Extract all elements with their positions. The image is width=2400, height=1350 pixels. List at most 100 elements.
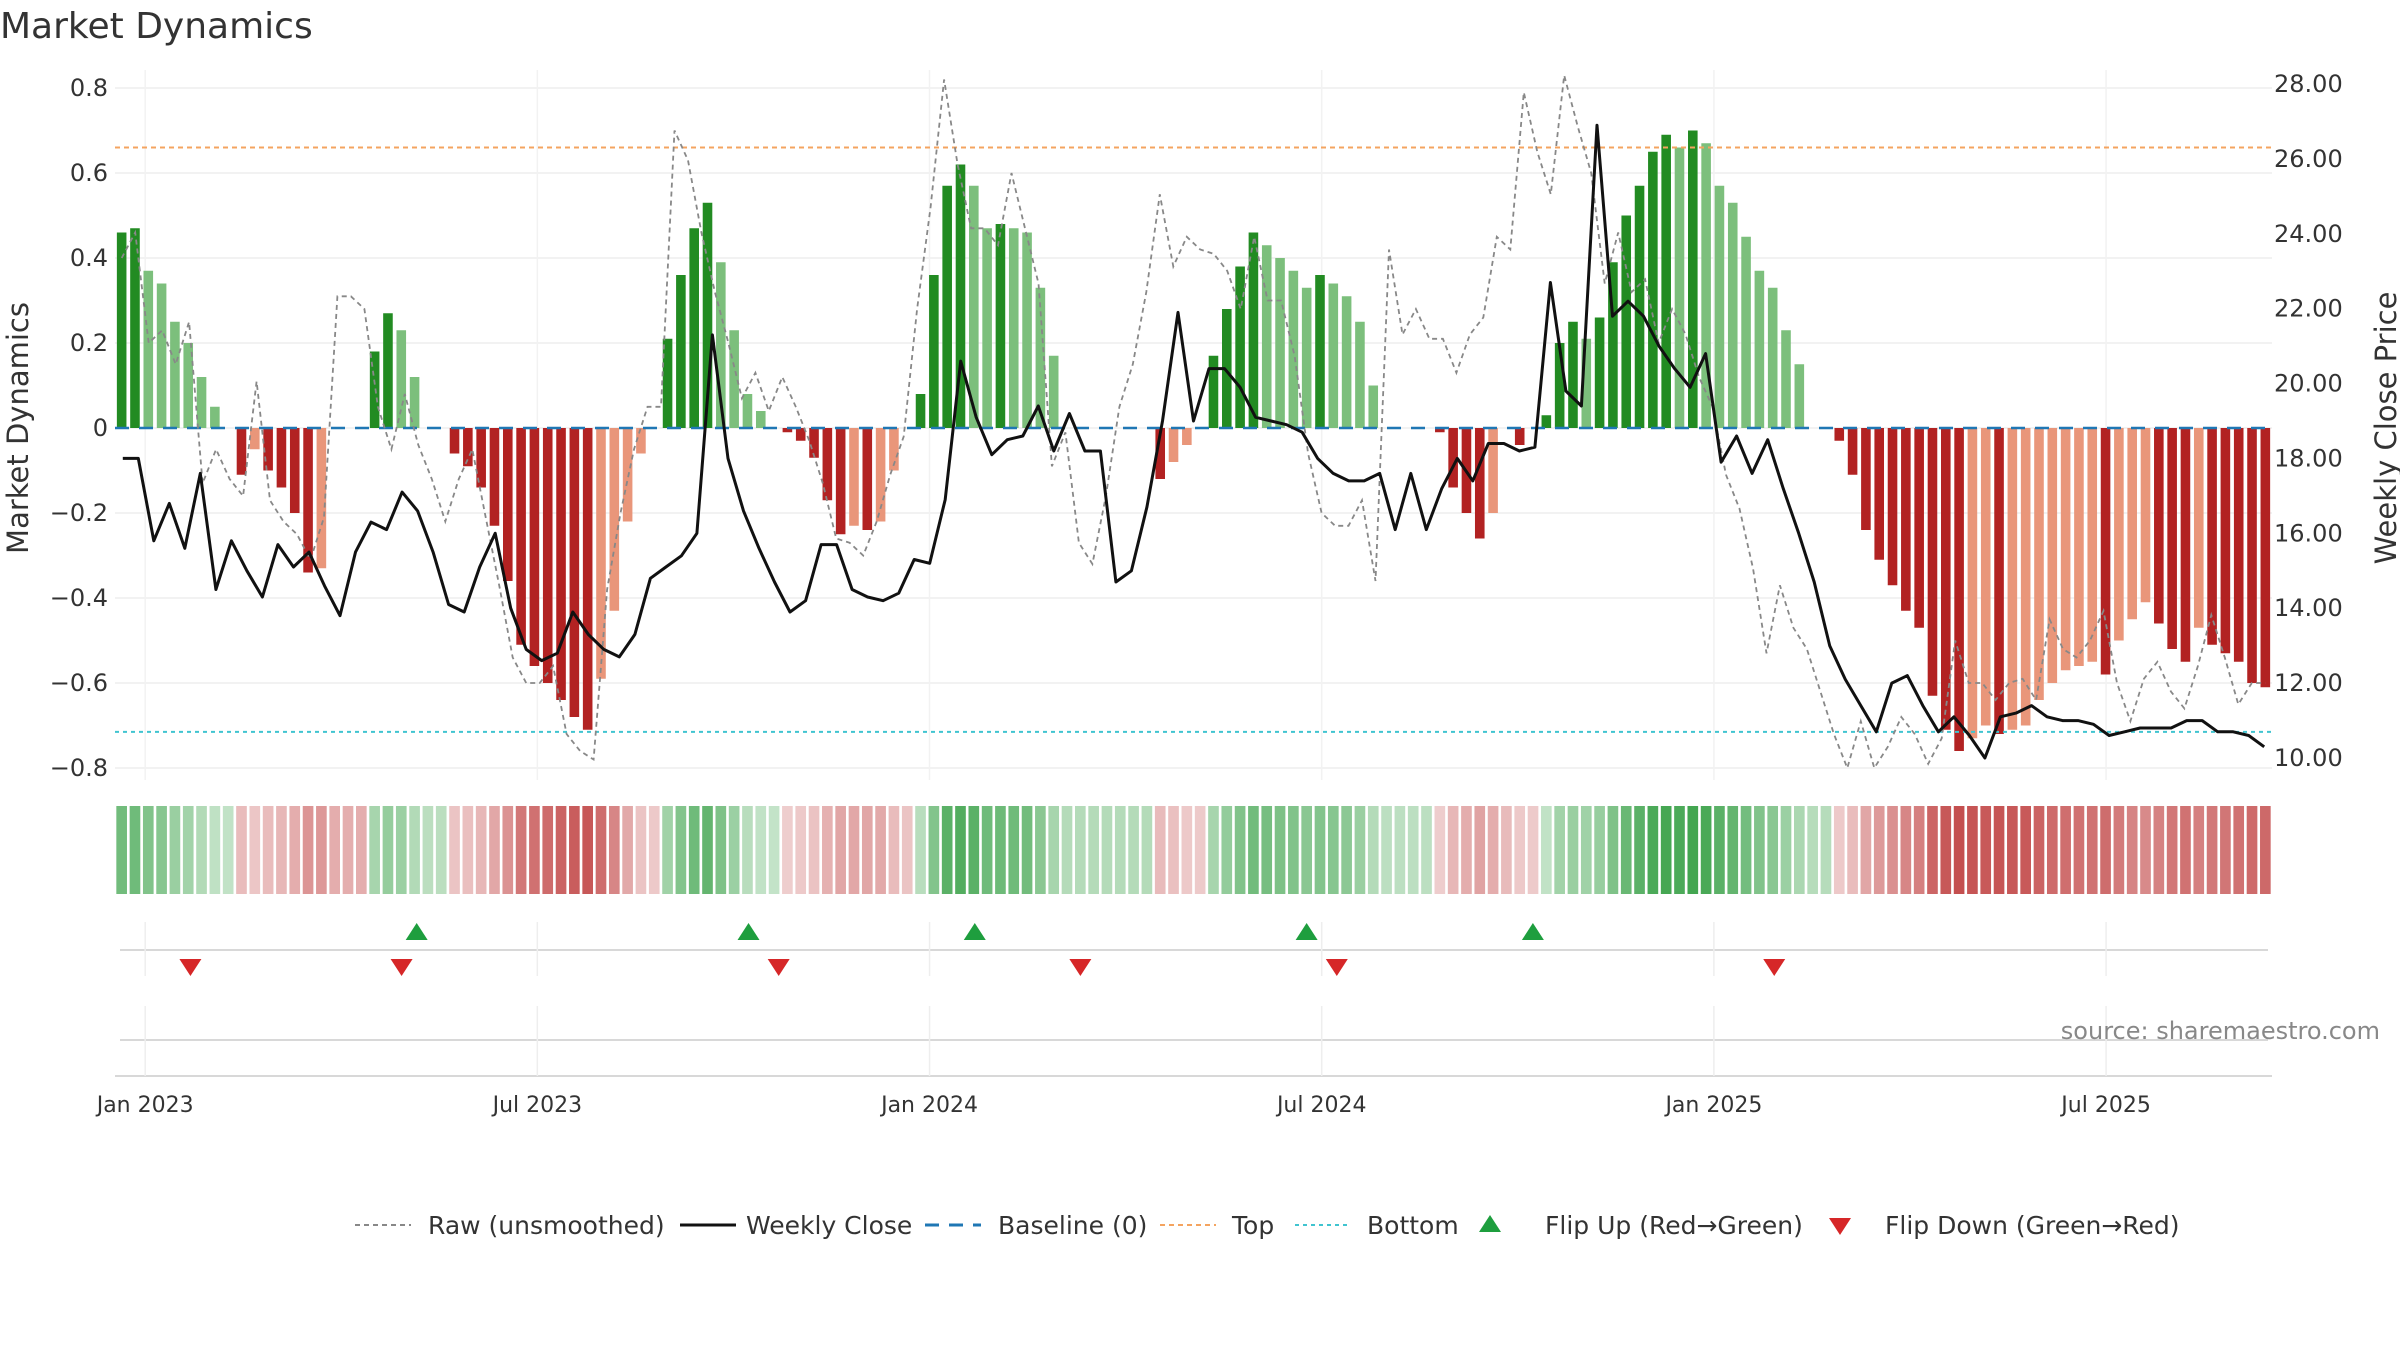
heat-strip-cell — [1035, 806, 1046, 894]
dynamics-bar — [942, 185, 952, 428]
dynamics-bar — [1301, 287, 1312, 428]
heat-strip-cell — [1740, 806, 1752, 894]
dynamics-bar — [1674, 147, 1685, 428]
dynamics-bar — [862, 428, 873, 530]
heat-strip-cell — [1354, 806, 1366, 894]
dynamics-bar — [1634, 185, 1645, 428]
heat-strip-cell — [675, 806, 687, 894]
dynamics-bar — [130, 228, 140, 428]
x-tick-label: Jan 2024 — [879, 1093, 978, 1118]
heat-strip-cell — [475, 806, 487, 894]
dynamics-bar — [143, 270, 154, 428]
chart-title: Market Dynamics — [0, 6, 313, 47]
heat-strip-cell — [2046, 806, 2058, 894]
dynamics-bar — [1048, 355, 1059, 428]
dynamics-bar — [969, 185, 979, 428]
heat-strip-cell — [1048, 806, 1060, 894]
dynamics-bar — [1927, 428, 1938, 696]
dynamics-bar — [2247, 428, 2257, 683]
dynamics-bar — [1155, 428, 1166, 479]
heat-strip-cell — [1261, 806, 1273, 894]
heat-strip-cell — [1727, 806, 1739, 894]
heat-strip-cell — [861, 806, 873, 894]
dynamics-bar — [1008, 228, 1019, 428]
right-y-tick-label: 28.00 — [2274, 70, 2343, 98]
flip-down-marker — [1069, 959, 1092, 976]
dynamics-bar — [250, 428, 260, 450]
dynamics-bar — [1834, 428, 1845, 441]
right-y-axis-ticks: 28.00 26.00 24.00 22.00 20.00 18.00 16.00 14.00… — [2274, 70, 2343, 772]
heat-strip-cell — [169, 806, 181, 894]
dynamics-bar — [2207, 428, 2217, 645]
dynamics-bar — [582, 428, 593, 730]
heat-strip-cell — [302, 806, 314, 894]
heat-strip-cell — [915, 806, 926, 894]
heat-strip-cell — [1381, 806, 1392, 894]
dynamics-bar — [875, 428, 886, 522]
heat-strip-cell — [289, 806, 301, 894]
dynamics-bar — [1594, 317, 1605, 428]
dynamics-bar — [116, 232, 127, 428]
heat-strip-cell — [2153, 806, 2165, 894]
flip-down-marker — [1763, 959, 1786, 976]
dynamics-bar — [1328, 283, 1339, 428]
dynamics-bar — [409, 377, 420, 428]
dynamics-bar — [383, 313, 393, 428]
left-y-tick-label: 0.2 — [70, 329, 108, 357]
dynamics-bar — [729, 330, 739, 428]
dynamics-bar — [1275, 258, 1285, 428]
dynamics-bar — [489, 428, 500, 526]
dynamics-bar — [1248, 232, 1259, 428]
heat-strip-cell — [941, 806, 953, 894]
dynamics-bar — [263, 428, 273, 471]
dynamics-bar — [1035, 287, 1046, 428]
heat-strip-cell — [1594, 806, 1605, 894]
dynamics-bar — [183, 343, 194, 428]
heat-strip-cell — [1967, 806, 1978, 894]
heat-strip-cell — [835, 806, 846, 894]
heat-strip-cell — [1461, 806, 1472, 894]
heat-strip-cell — [822, 806, 833, 894]
legend-entry-label: Flip Up (Red→Green) — [1545, 1211, 1803, 1240]
heat-strip-cell — [1314, 806, 1326, 894]
heat-strip-cell — [1607, 806, 1619, 894]
dynamics-bar — [210, 406, 220, 428]
legend-entry-label: Flip Down (Green→Red) — [1885, 1211, 2180, 1240]
heat-strip-cell — [222, 806, 234, 894]
x-tick-label: Jul 2023 — [491, 1093, 583, 1118]
heat-strip-cell — [1208, 806, 1219, 894]
right-axis-title: Weekly Close Price — [2369, 292, 2400, 565]
heat-strip-cell — [462, 806, 474, 894]
dynamics-bar — [622, 428, 633, 522]
heat-strip-cell — [182, 806, 194, 894]
heat-strip-cell — [435, 806, 447, 894]
heat-strip-cell — [1700, 806, 1712, 894]
heat-strip-cell — [209, 806, 221, 894]
heat-strip-cell — [955, 806, 966, 894]
heat-strip-cell — [1088, 806, 1099, 894]
heat-strip-cell — [1833, 806, 1845, 894]
dynamics-bar — [196, 377, 207, 428]
dynamics-bar — [889, 428, 899, 471]
heat-strip-cell — [1567, 806, 1579, 894]
dynamics-bar — [809, 428, 819, 458]
heat-strip-cell — [1767, 806, 1779, 894]
heat-strip-cell — [742, 806, 753, 894]
raw-unsmoothed-line — [120, 75, 2266, 771]
heat-strip-cell — [1061, 806, 1073, 894]
dynamics-bar — [1514, 428, 1525, 445]
heat-strip-cell — [542, 806, 554, 894]
heat-strip-cell — [808, 806, 820, 894]
heat-strip-cell — [1754, 806, 1765, 894]
heat-strip-cell — [129, 806, 141, 894]
heat-strip-cell — [1514, 806, 1526, 894]
x-tick-label: Jul 2025 — [2059, 1093, 2151, 1118]
dynamics-bar — [502, 428, 513, 581]
right-y-tick-label: 18.00 — [2274, 444, 2343, 472]
dynamics-bar — [316, 428, 327, 569]
dynamics-bar — [1954, 428, 1964, 751]
heat-strip-cell — [1660, 806, 1672, 894]
dynamics-bar — [2007, 428, 2018, 730]
heat-strip-cell — [928, 806, 940, 894]
dynamics-bar — [1874, 428, 1885, 560]
